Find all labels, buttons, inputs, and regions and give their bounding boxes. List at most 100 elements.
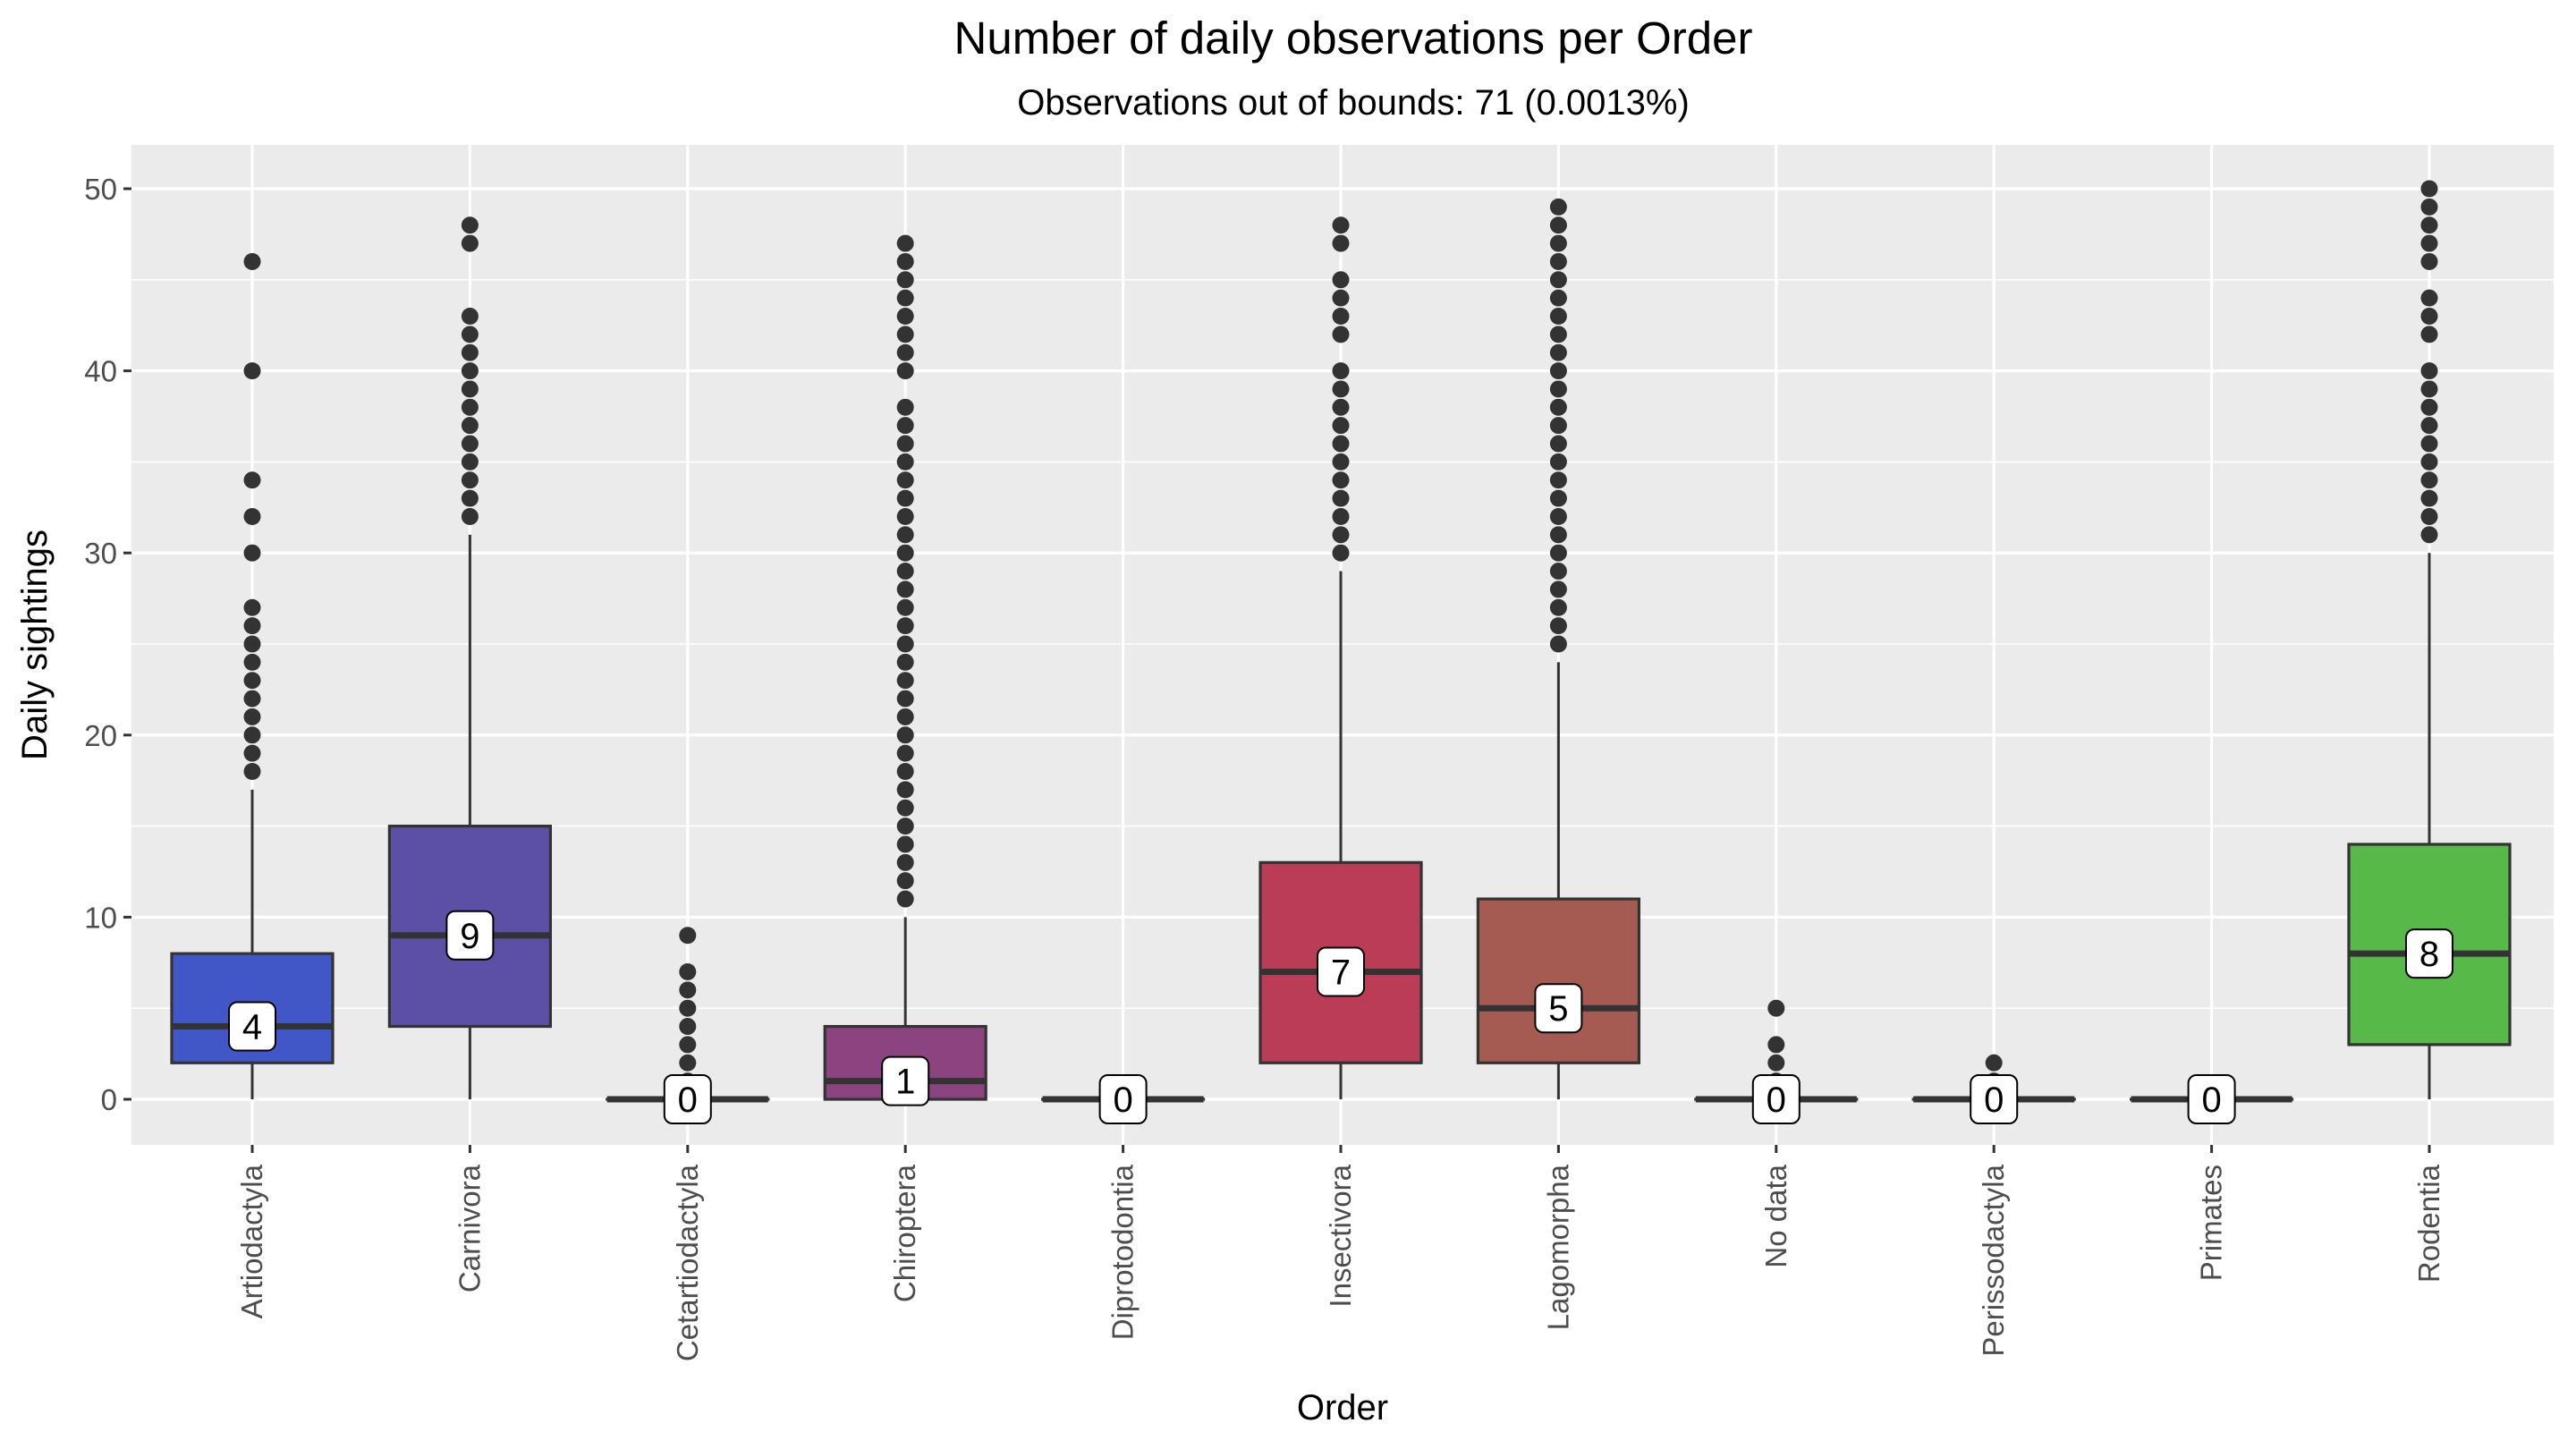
outlier-point	[461, 343, 479, 361]
x-tick-label: Artiodactyla	[235, 1164, 268, 1318]
outlier-point	[896, 890, 914, 908]
median-label-box	[445, 910, 495, 961]
x-tick-label: Rodentia	[2412, 1164, 2445, 1283]
outlier-point	[1549, 417, 1567, 435]
outlier-point	[2420, 507, 2438, 525]
x-tick-label: Perissodactyla	[1977, 1164, 2010, 1356]
x-tick-label: Primates	[2195, 1165, 2228, 1281]
outlier-point	[1767, 1036, 1785, 1054]
outlier-point	[896, 799, 914, 817]
outlier-point	[896, 598, 914, 616]
outlier-point	[1549, 507, 1567, 525]
outlier-point	[1549, 598, 1567, 616]
outlier-point	[896, 580, 914, 598]
outlier-point	[243, 726, 261, 744]
outlier-point	[896, 271, 914, 289]
outlier-point	[1549, 326, 1567, 343]
outlier-point	[1332, 544, 1350, 562]
outlier-point	[2420, 453, 2438, 470]
chart-title: Number of daily observations per Order	[954, 13, 1753, 64]
outlier-point	[896, 343, 914, 361]
outlier-point	[1549, 234, 1567, 252]
x-axis-title: Order	[1297, 1388, 1388, 1428]
y-tick-label: 0	[101, 1083, 117, 1116]
outlier-point	[1549, 252, 1567, 270]
outlier-point	[2420, 234, 2438, 252]
outlier-point	[896, 326, 914, 343]
outlier-point	[2420, 252, 2438, 270]
box-cetartiodactyla: 0	[606, 927, 770, 1124]
outlier-point	[2420, 398, 2438, 416]
outlier-point	[1332, 435, 1350, 453]
outlier-point	[2420, 489, 2438, 507]
median-label: 0	[1767, 1080, 1786, 1120]
outlier-point	[896, 507, 914, 525]
outlier-point	[679, 962, 697, 980]
median-label: 0	[1113, 1080, 1132, 1120]
outlier-point	[2420, 198, 2438, 216]
outlier-point	[461, 435, 479, 453]
outlier-point	[896, 635, 914, 653]
outlier-point	[896, 252, 914, 270]
outlier-point	[1549, 380, 1567, 398]
outlier-point	[1549, 563, 1567, 580]
outlier-point	[896, 398, 914, 416]
outlier-point	[1767, 1054, 1785, 1072]
outlier-point	[1332, 471, 1350, 489]
outlier-point	[679, 981, 697, 999]
outlier-point	[1549, 435, 1567, 453]
outlier-point	[896, 417, 914, 435]
outlier-point	[461, 308, 479, 326]
median-label-box	[228, 1001, 276, 1052]
outlier-point	[896, 763, 914, 781]
outlier-point	[1332, 380, 1350, 398]
outlier-point	[896, 471, 914, 489]
outlier-point	[243, 653, 261, 671]
outlier-point	[1767, 999, 1785, 1017]
y-axis-title: Daily sightings	[15, 530, 55, 760]
outlier-point	[2420, 471, 2438, 489]
outlier-point	[1549, 580, 1567, 598]
outlier-point	[1332, 398, 1350, 416]
outlier-point	[1549, 216, 1567, 234]
outlier-point	[2420, 417, 2438, 435]
outlier-point	[1332, 216, 1350, 234]
outlier-point	[896, 453, 914, 470]
outlier-point	[1332, 326, 1350, 343]
outlier-point	[2420, 435, 2438, 453]
outlier-point	[461, 234, 479, 252]
outlier-point	[2420, 308, 2438, 326]
outlier-point	[1332, 453, 1350, 470]
x-tick-label: Chiroptera	[888, 1164, 921, 1302]
median-label-box	[1317, 946, 1365, 997]
median-label-box	[881, 1055, 930, 1106]
outlier-point	[1332, 308, 1350, 326]
outlier-point	[461, 398, 479, 416]
outlier-point	[896, 526, 914, 544]
outlier-point	[2420, 180, 2438, 198]
box-series: 4 9 0 1 0 7 5 0 0 0 8	[170, 180, 2512, 1124]
outlier-point	[2420, 289, 2438, 307]
median-label-box	[1970, 1074, 2019, 1124]
outlier-point	[896, 708, 914, 725]
median-label: 0	[1984, 1080, 2004, 1120]
outlier-point	[1549, 471, 1567, 489]
outlier-point	[461, 216, 479, 234]
median-label: 8	[2419, 935, 2439, 974]
outlier-point	[896, 544, 914, 562]
median-label: 5	[1548, 989, 1568, 1029]
outlier-point	[243, 672, 261, 690]
box-diprotodontia: 0	[1040, 1074, 1206, 1124]
box-artiodactyla: 4	[170, 252, 335, 1099]
box-chiroptera: 1	[823, 234, 987, 1106]
box-perissodactyla: 0	[1911, 1054, 2076, 1124]
median-label: 0	[2201, 1080, 2221, 1120]
outlier-point	[1332, 526, 1350, 544]
outlier-point	[679, 927, 697, 945]
median-label-box	[2187, 1074, 2236, 1124]
outlier-point	[896, 835, 914, 853]
outlier-point	[1549, 617, 1567, 635]
outlier-point	[243, 617, 261, 635]
y-tick-label: 20	[84, 719, 117, 752]
